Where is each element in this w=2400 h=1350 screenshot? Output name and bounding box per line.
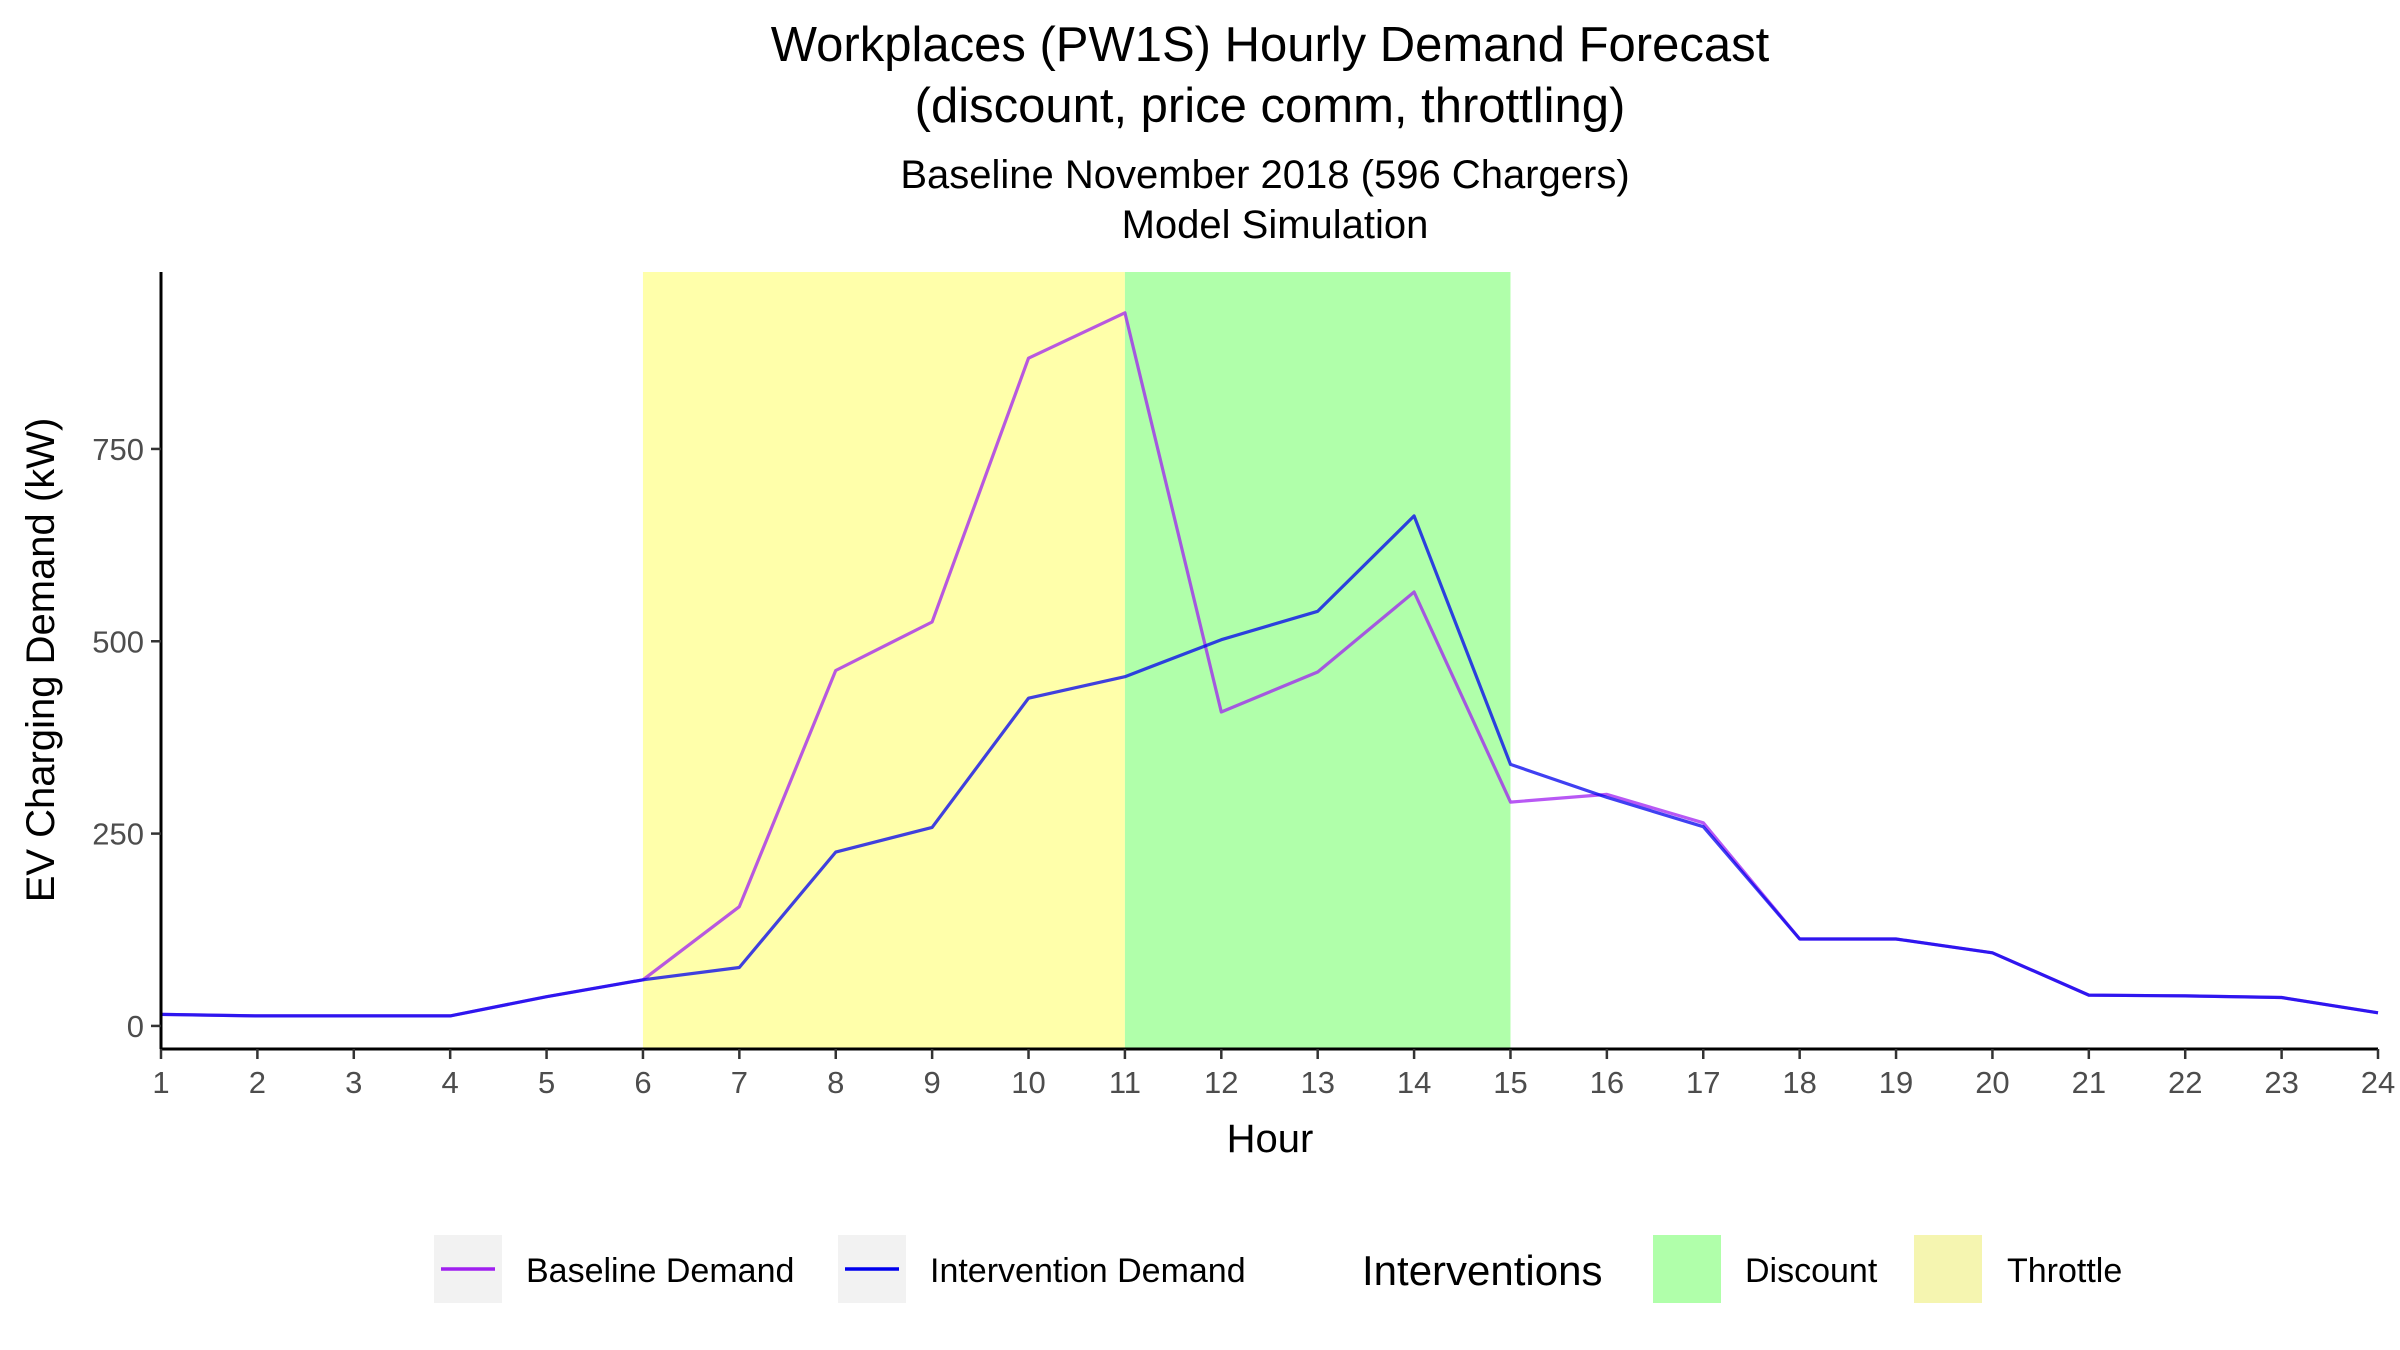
y-ticks: 0 250 500 750	[92, 432, 161, 1044]
x-axis-label: Hour	[1227, 1117, 1314, 1161]
x-tick-label: 14	[1397, 1065, 1431, 1100]
y-tick-label: 0	[127, 1009, 144, 1044]
x-tick-label: 22	[2168, 1065, 2202, 1100]
legend: Baseline Demand Intervention Demand Inte…	[434, 1235, 2122, 1303]
legend-swatch-discount	[1653, 1235, 1721, 1303]
x-tick-label: 2	[249, 1065, 266, 1100]
x-tick-label: 3	[345, 1065, 362, 1100]
chart-title-line2: (discount, price comm, throttling)	[915, 79, 1626, 133]
x-tick-label: 10	[1011, 1065, 1045, 1100]
legend-swatch-throttle	[1914, 1235, 1982, 1303]
legend-label-discount: Discount	[1745, 1252, 1878, 1290]
chart-subtitle-line1: Baseline November 2018 (596 Chargers)	[900, 153, 1629, 197]
intervention-regions	[642, 272, 1511, 1049]
x-tick-label: 23	[2264, 1065, 2298, 1100]
legend-label-intervention: Intervention Demand	[930, 1252, 1246, 1290]
x-tick-label: 17	[1686, 1065, 1720, 1100]
y-axis-label: EV Charging Demand (kW)	[19, 418, 63, 903]
chart-subtitle-line2: Model Simulation	[1122, 203, 1429, 247]
x-tick-label: 19	[1879, 1065, 1913, 1100]
y-tick-label: 750	[92, 432, 144, 467]
x-tick-label: 5	[538, 1065, 555, 1100]
y-tick-label: 250	[92, 817, 144, 852]
x-tick-label: 16	[1590, 1065, 1624, 1100]
region-throttle	[642, 272, 1125, 1049]
legend-label-baseline: Baseline Demand	[526, 1252, 794, 1290]
x-tick-label: 7	[731, 1065, 748, 1100]
axes	[159, 272, 2378, 1051]
x-tick-label: 13	[1300, 1065, 1334, 1100]
x-tick-label: 11	[1109, 1065, 1141, 1100]
x-tick-label: 6	[634, 1065, 651, 1100]
x-tick-label: 18	[1782, 1065, 1816, 1100]
x-tick-label: 20	[1975, 1065, 2009, 1100]
legend-label-throttle: Throttle	[2007, 1252, 2122, 1290]
legend-title-interventions: Interventions	[1362, 1247, 1602, 1294]
x-tick-label: 15	[1493, 1065, 1527, 1100]
region-discount	[1124, 272, 1511, 1049]
x-tick-label: 4	[442, 1065, 459, 1100]
y-tick-label: 500	[92, 624, 144, 659]
x-tick-label: 9	[924, 1065, 941, 1100]
series-line-intervention	[160, 514, 2379, 1018]
series-lines	[160, 311, 2379, 1018]
x-tick-label: 1	[152, 1065, 169, 1100]
x-ticks: 1 2 3 4 5 6 7 8 9 10 11 12 13 14 15 16 17 18 19 20 21 22 23 24	[152, 1049, 2395, 1100]
x-tick-label: 12	[1204, 1065, 1238, 1100]
x-tick-label: 8	[827, 1065, 844, 1100]
x-tick-label: 24	[2361, 1065, 2395, 1100]
chart-title-line1: Workplaces (PW1S) Hourly Demand Forecast	[771, 18, 1770, 72]
x-tick-label: 21	[2072, 1065, 2106, 1100]
